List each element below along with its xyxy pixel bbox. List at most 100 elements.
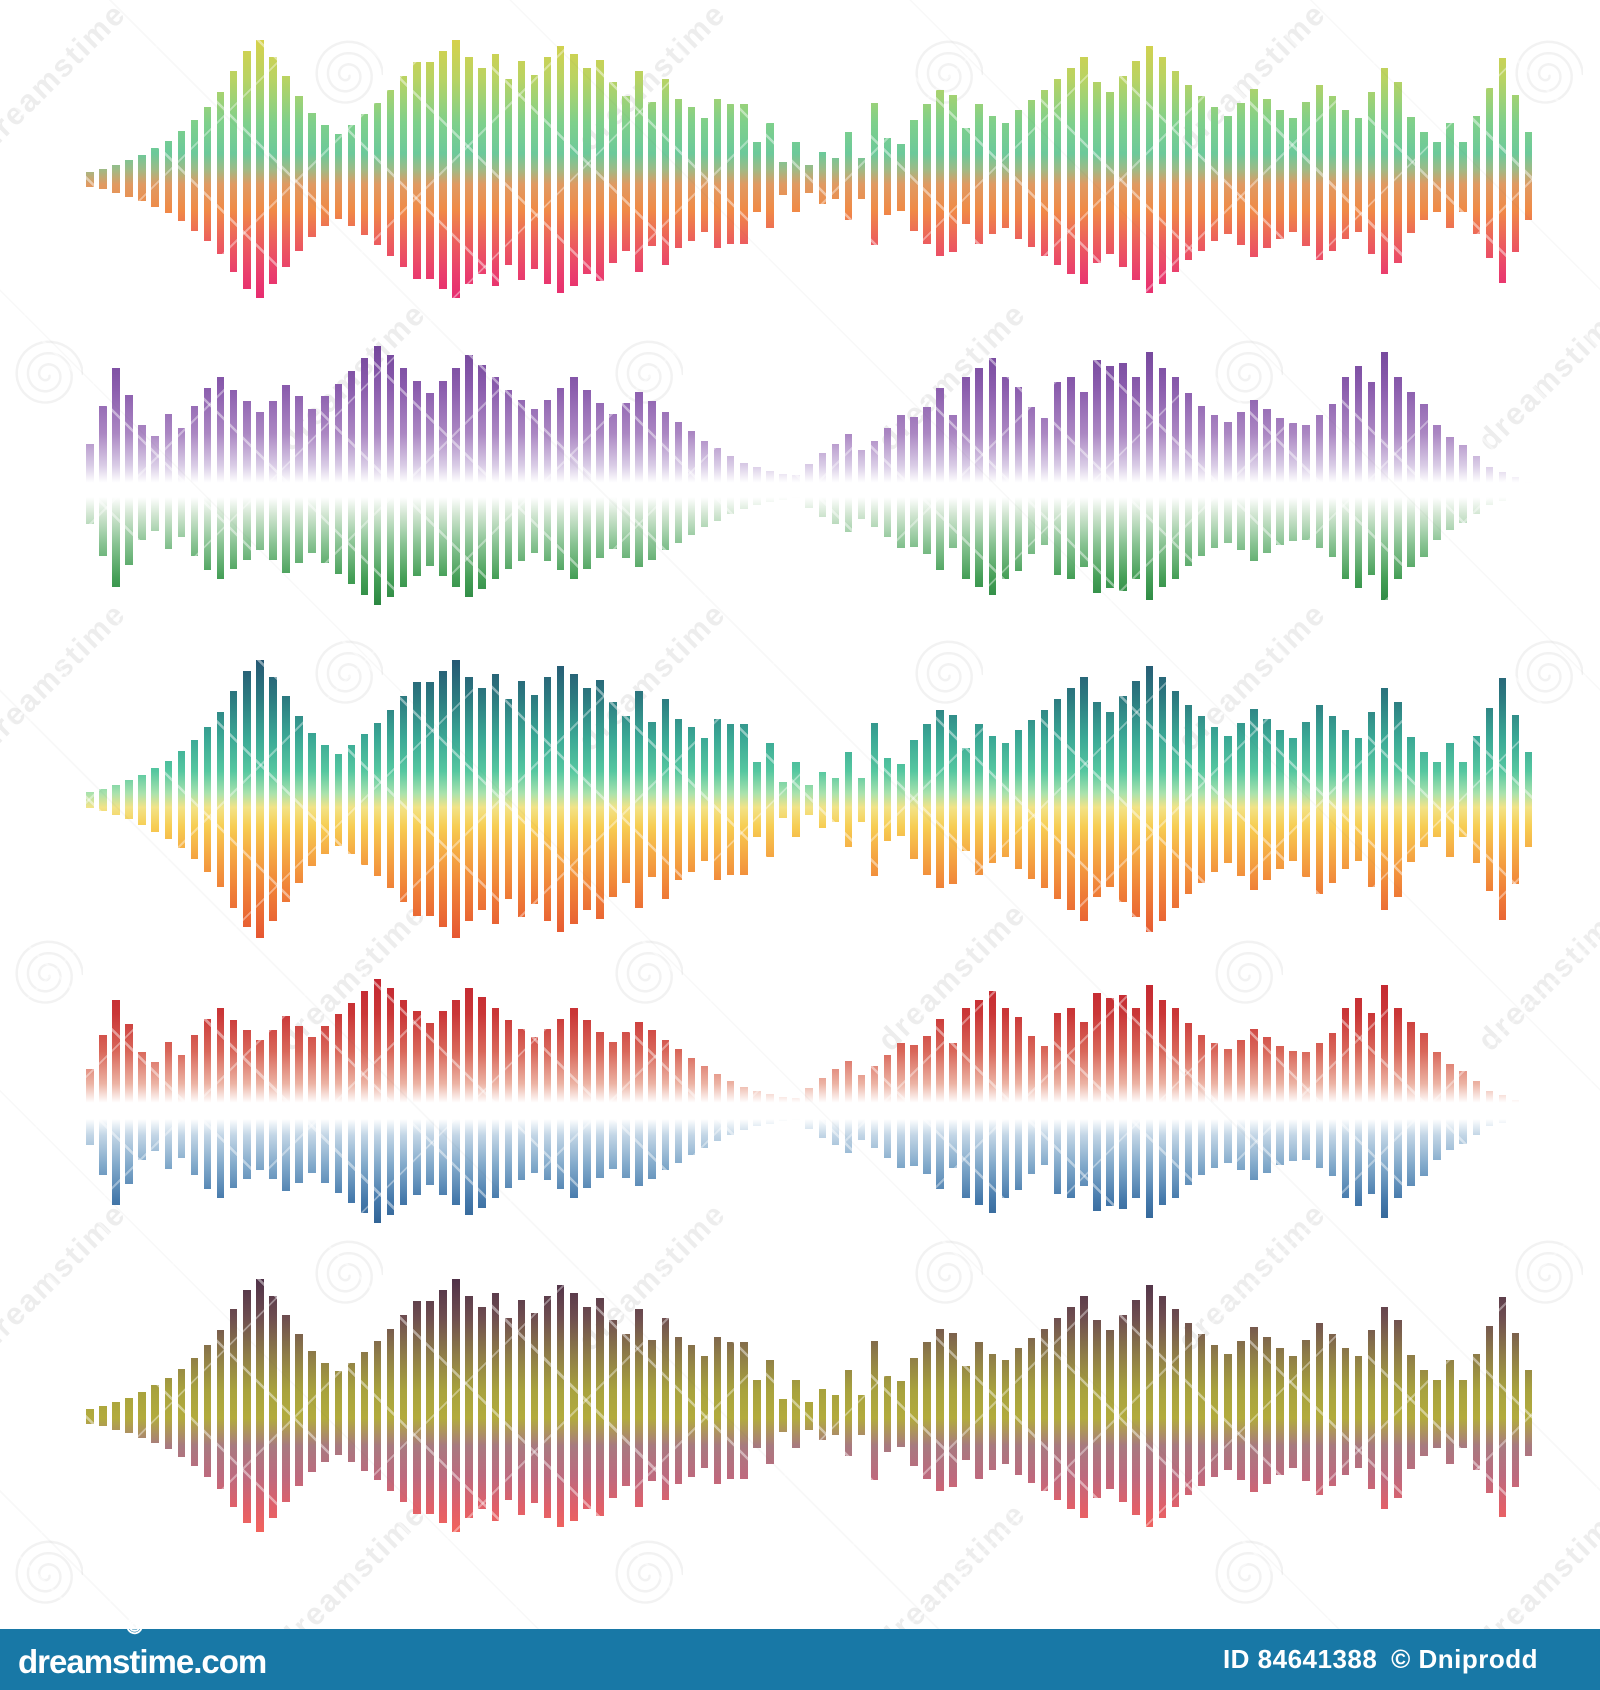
wave-bar	[975, 1342, 983, 1479]
wave-bar	[321, 1363, 329, 1462]
wave-bar	[243, 1290, 251, 1523]
wave-bar	[622, 1032, 630, 1178]
wave-bar	[243, 1030, 251, 1179]
wave-bar	[1367, 382, 1376, 575]
wave-bar	[1067, 1008, 1075, 1198]
wave-bar	[1027, 720, 1036, 879]
wave-bar	[517, 1300, 526, 1515]
wave-bar	[988, 116, 996, 234]
wave-bar	[792, 762, 800, 837]
wave-bar	[635, 392, 643, 567]
wave-bar	[1367, 712, 1376, 887]
wave-bar	[99, 789, 107, 811]
wave-bar	[1341, 377, 1350, 579]
wave-bar	[125, 395, 133, 565]
wave-bar	[426, 1023, 434, 1185]
wave-bar	[556, 388, 565, 570]
wave-bar	[269, 677, 277, 921]
dreamstime-logo-spiral-icon	[126, 1616, 145, 1640]
wave-bar	[1027, 1338, 1036, 1483]
wave-bar	[543, 1029, 552, 1180]
wave-bar	[164, 414, 172, 549]
wave-bar	[1446, 123, 1454, 228]
wave-bar	[1328, 404, 1337, 557]
wave-bar	[883, 758, 892, 841]
wave-bar	[360, 991, 369, 1213]
wave-bar	[1407, 1355, 1415, 1469]
wave-bar	[373, 1341, 382, 1480]
wave-bar	[530, 1037, 539, 1173]
wave-bar	[517, 400, 526, 561]
wave-bar	[1210, 1043, 1219, 1168]
wave-bar	[870, 103, 879, 245]
wave-bar	[635, 691, 643, 908]
wave-bar	[1119, 696, 1127, 902]
wave-bar	[1511, 1333, 1520, 1487]
wave-bar	[883, 1376, 892, 1452]
wave-bar	[1210, 727, 1219, 872]
wave-bar	[1472, 1081, 1480, 1135]
wave-bar	[805, 1402, 813, 1430]
wave-bar	[556, 1019, 565, 1189]
wave-bar	[1420, 404, 1428, 557]
wave-bar	[753, 467, 761, 505]
wave-bar	[190, 740, 199, 859]
wave-bar	[753, 142, 761, 212]
wave-bar	[1027, 1036, 1036, 1174]
wave-bar	[1184, 1323, 1193, 1495]
wave-bar	[1328, 716, 1337, 883]
wave-bar	[1158, 1296, 1167, 1518]
wave-bar	[857, 450, 866, 519]
wave-bar	[1132, 377, 1140, 579]
wave-bar	[1315, 85, 1323, 260]
wave-bar	[1210, 107, 1219, 241]
wave-bar	[726, 1342, 735, 1479]
wave-bar	[164, 1042, 172, 1169]
wave-bar	[1302, 425, 1310, 540]
wave-bar	[1197, 96, 1206, 251]
wave-bar	[256, 660, 264, 938]
wave-bar	[112, 1000, 120, 1205]
wave-bar	[99, 169, 107, 189]
wave-bar	[1001, 1360, 1010, 1464]
wave-bar	[373, 346, 382, 605]
wave-bar	[1433, 1052, 1441, 1160]
wave-bar	[1014, 730, 1023, 869]
wave-bar	[321, 1026, 329, 1183]
wave-bar	[674, 719, 683, 880]
wave-bar	[936, 710, 944, 888]
wave-bar	[805, 464, 813, 508]
wave-bar	[674, 1049, 683, 1163]
wave-bar	[792, 1380, 800, 1448]
wave-bar	[1315, 415, 1323, 548]
wave-bar	[648, 401, 656, 560]
wave-bar	[792, 475, 800, 498]
wave-bar	[1380, 1307, 1389, 1509]
wave-bar	[347, 1003, 356, 1203]
wave-bar	[1106, 92, 1114, 254]
wave-bar	[308, 733, 316, 866]
wave-bar	[190, 406, 199, 556]
wave-bar	[1459, 1380, 1467, 1448]
wave-bar	[844, 1370, 853, 1456]
wave-bar	[1315, 1323, 1323, 1495]
image-id: ID 84641388	[1222, 1644, 1378, 1674]
dreamstime-spiral-watermark-icon	[911, 639, 985, 716]
wave-bar	[256, 412, 264, 550]
wave-bar	[112, 165, 120, 193]
dreamstime-spiral-watermark-icon	[611, 939, 685, 1016]
wave-bar	[256, 1040, 264, 1170]
wave-bar	[818, 1389, 826, 1440]
wave-bar	[1093, 82, 1101, 263]
wave-bar	[386, 90, 395, 256]
wave-bar	[726, 724, 735, 875]
wave-bar	[530, 75, 539, 269]
wave-bar	[1158, 368, 1167, 587]
wave-bar	[1276, 1046, 1284, 1165]
wave-bar	[1485, 88, 1494, 258]
wave-bar	[243, 671, 251, 927]
wave-bar	[1145, 1285, 1153, 1527]
wave-bar	[229, 1309, 238, 1507]
wave-bar	[740, 463, 748, 509]
